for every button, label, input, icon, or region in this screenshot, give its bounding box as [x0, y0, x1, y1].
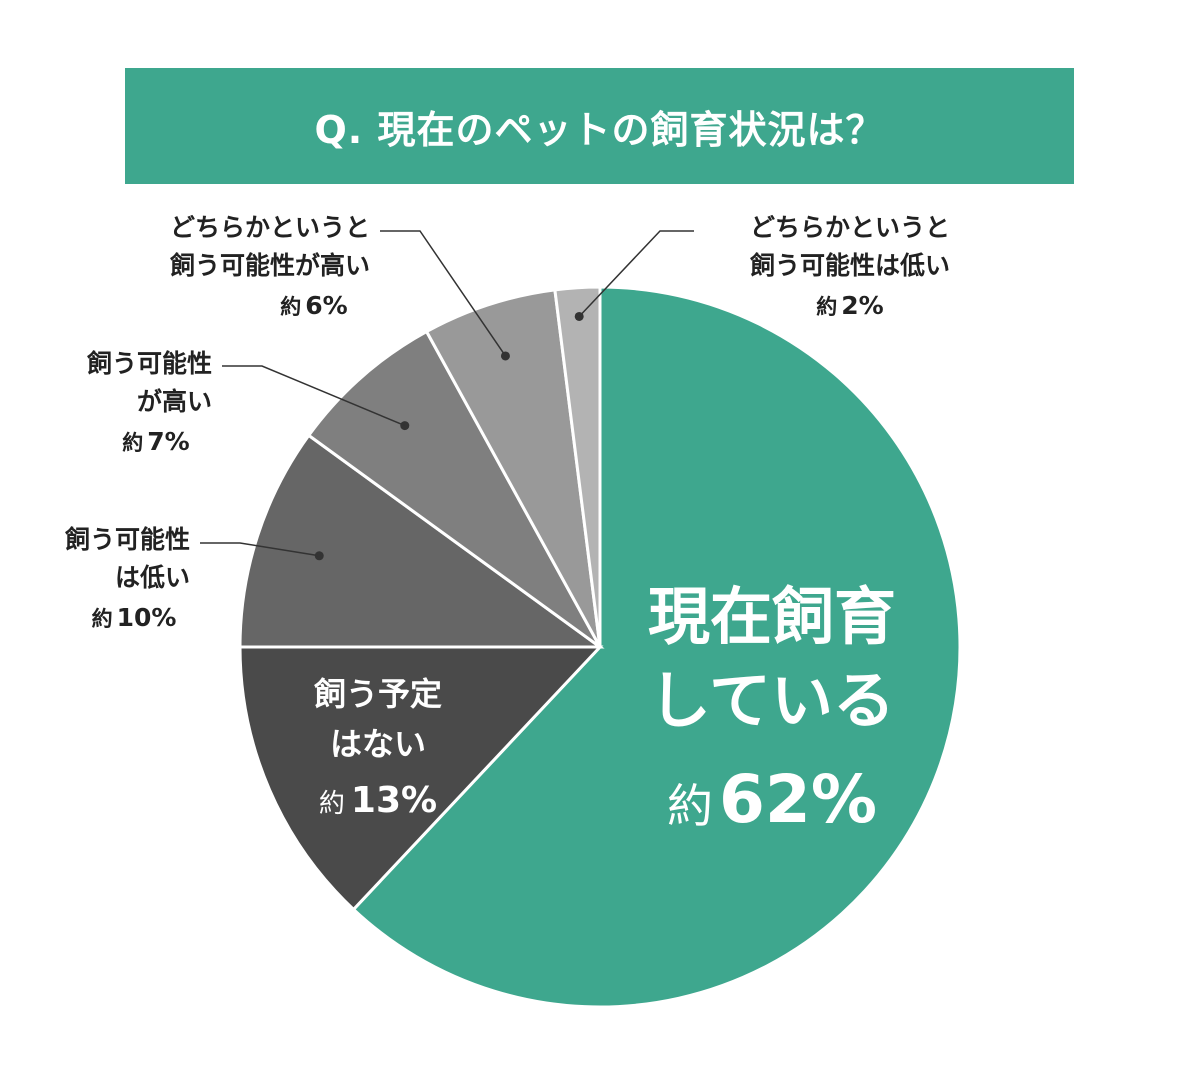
slice-label-0-line-0: 現在飼育 — [648, 580, 896, 653]
title-banner: Q. 現在のペットの飼育状況は？ — [125, 68, 1074, 184]
pie-slice-4 — [424, 288, 602, 648]
leader-line-3 — [222, 365, 406, 427]
slice-label-0-line-1: している — [649, 664, 895, 737]
slice-value-3: 約 7% — [122, 427, 189, 456]
leader-line-2 — [200, 542, 320, 557]
leader-line-5 — [578, 230, 694, 317]
slice-label-3-line-1: が高い — [137, 387, 212, 416]
slice-value-2: 約 10% — [92, 603, 177, 632]
pie-slice-0 — [351, 285, 962, 1009]
slice-label-5-line-0: どちらかというと — [750, 213, 950, 242]
slice-label-1-line-0: 飼う予定 — [314, 675, 442, 713]
pie-slice-5 — [553, 285, 602, 648]
slice-value-0: 約62% — [667, 761, 877, 838]
slice-value-4: 約 6% — [280, 291, 347, 320]
slice-label-5-line-1: 飼う可能性は低い — [750, 251, 950, 280]
slice-label-2-line-1: は低い — [115, 563, 190, 592]
slice-label-4-line-1: 飼う可能性が高い — [170, 251, 370, 280]
slice-value-1: 約 13% — [319, 780, 437, 821]
chart-title: Q. 現在のペットの飼育状況は？ — [314, 107, 885, 152]
slice-label-4-line-0: どちらかというと — [170, 213, 370, 242]
slice-label-3-line-0: 飼う可能性 — [87, 349, 212, 378]
pie-slice-3 — [306, 329, 602, 649]
pie-slice-1 — [238, 645, 604, 912]
slice-value-5: 約 2% — [816, 291, 883, 320]
slice-label-1-line-1: はない — [330, 725, 426, 763]
slice-label-2-line-0: 飼う可能性 — [65, 525, 190, 554]
leader-line-4 — [380, 230, 507, 357]
pie-slice-2 — [238, 433, 605, 649]
